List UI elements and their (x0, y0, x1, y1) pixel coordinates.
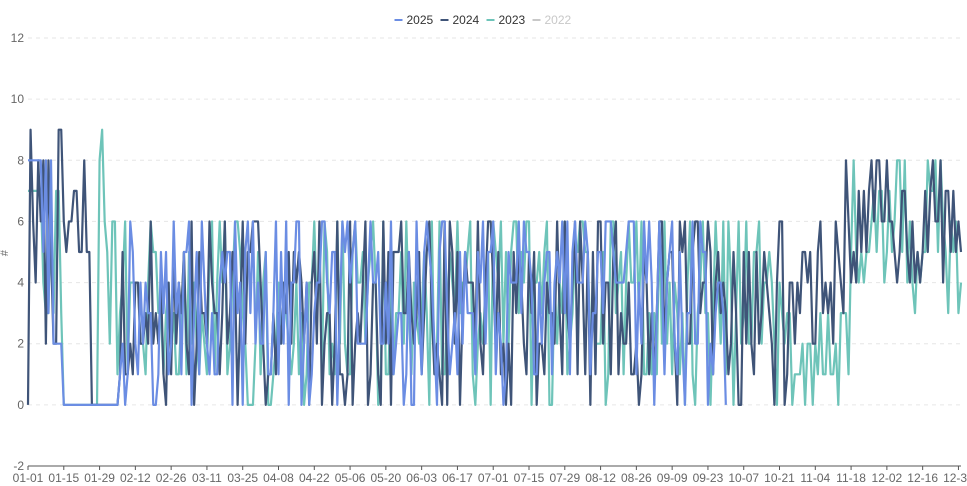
legend-item-2023[interactable]: 2023 (486, 13, 526, 27)
y-tick-label: 12 (11, 31, 25, 45)
y-tick-label: 10 (11, 92, 25, 106)
x-tick-label: 06-03 (406, 471, 437, 485)
legend-item-2024[interactable]: 2024 (440, 13, 480, 27)
x-tick-label: 02-26 (156, 471, 187, 485)
x-tick-label: 04-08 (263, 471, 294, 485)
x-tick-label: 05-20 (371, 471, 402, 485)
x-tick-label: 12-30 (943, 471, 967, 485)
x-tick-label: 11-04 (800, 471, 830, 485)
x-tick-label: 09-09 (657, 471, 688, 485)
legend-label: 2023 (499, 13, 526, 27)
x-tick-label: 10-07 (728, 471, 759, 485)
x-axis-ticks: 01-01 01-15 01-29 02-12 02-26 03-11 03-25 04-08… (13, 466, 967, 485)
y-axis-ticks: -2 0 2 4 6 8 10 12 (11, 31, 25, 473)
y-tick-label: -2 (13, 459, 24, 473)
y-tick-label: 2 (17, 337, 24, 351)
x-tick-label: 07-15 (514, 471, 545, 485)
x-tick-label: 10-21 (764, 471, 795, 485)
x-tick-label: 04-22 (299, 471, 330, 485)
y-tick-label: 0 (17, 398, 24, 412)
y-tick-label: 8 (17, 153, 24, 167)
chart-series (26, 128, 963, 406)
x-tick-label: 01-29 (84, 471, 115, 485)
y-axis-label: # (0, 249, 11, 256)
x-tick-label: 01-15 (48, 471, 79, 485)
series-line-2025 (28, 159, 727, 406)
x-tick-label: 08-12 (585, 471, 616, 485)
x-tick-label: 03-11 (192, 471, 222, 485)
legend-item-2025[interactable]: 2025 (394, 13, 434, 27)
x-tick-label: 09-23 (693, 471, 724, 485)
x-tick-label: 02-12 (120, 471, 151, 485)
x-tick-label: 07-01 (478, 471, 509, 485)
x-tick-label: 06-17 (442, 471, 473, 485)
legend-label: 2022 (545, 13, 572, 27)
legend-item-2022[interactable]: 2022 (532, 13, 572, 27)
y-tick-label: 6 (17, 214, 24, 228)
chart-legend: 2025 2024 2023 2022 (394, 13, 572, 27)
legend-label: 2025 (407, 13, 434, 27)
x-tick-label: 08-26 (621, 471, 652, 485)
x-tick-label: 11-18 (836, 471, 866, 485)
x-tick-label: 03-25 (227, 471, 258, 485)
x-tick-label: 12-16 (907, 471, 938, 485)
x-tick-label: 07-29 (549, 471, 580, 485)
y-tick-label: 4 (17, 276, 24, 290)
x-tick-label: 12-02 (872, 471, 903, 485)
legend-label: 2024 (453, 13, 480, 27)
x-tick-label: 01-01 (13, 471, 44, 485)
x-tick-label: 05-06 (335, 471, 366, 485)
